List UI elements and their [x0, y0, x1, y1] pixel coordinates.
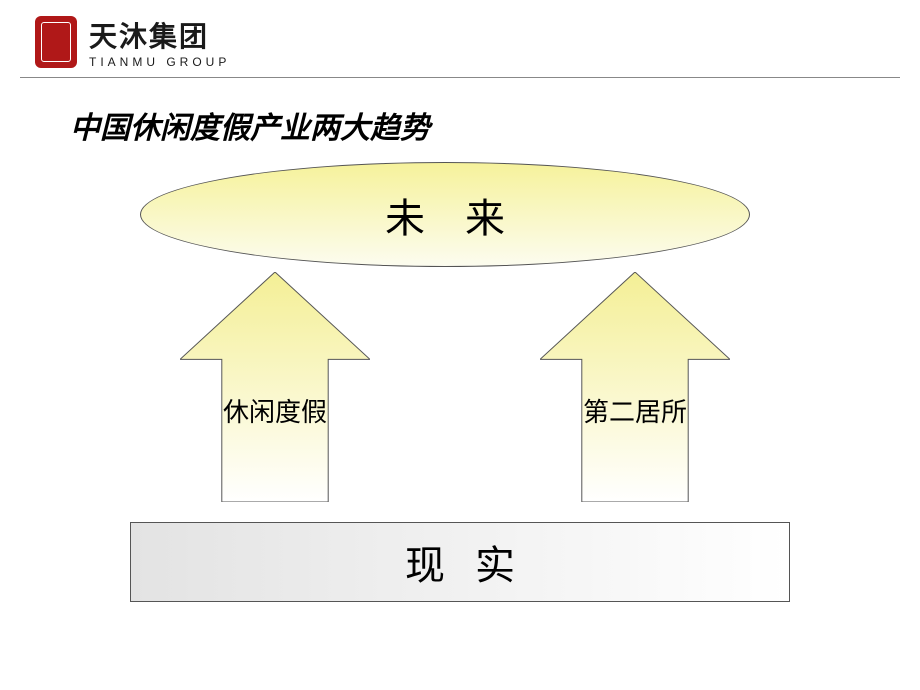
future-ellipse: 未来 [140, 162, 750, 267]
logo-seal-icon [35, 16, 77, 68]
header: 天沐集团 TIANMU GROUP [0, 0, 920, 77]
up-arrow-icon [180, 272, 370, 502]
arrow-right-label: 第二居所 [540, 392, 730, 429]
up-arrow-icon [540, 272, 730, 502]
arrow-left-label: 休闲度假 [180, 392, 370, 429]
future-label: 未来 [345, 186, 545, 244]
diagram: 未来 休闲度假 第二居所 现实 [0, 147, 920, 667]
arrow-right: 第二居所 [540, 272, 730, 502]
reality-rect: 现实 [130, 522, 790, 602]
reality-label: 现实 [375, 533, 545, 591]
logo-en: TIANMU GROUP [89, 55, 230, 69]
arrow-left: 休闲度假 [180, 272, 370, 502]
logo-cn: 天沐集团 [89, 15, 230, 55]
page-title: 中国休闲度假产业两大趋势 [0, 78, 920, 147]
logo-text: 天沐集团 TIANMU GROUP [89, 15, 230, 69]
